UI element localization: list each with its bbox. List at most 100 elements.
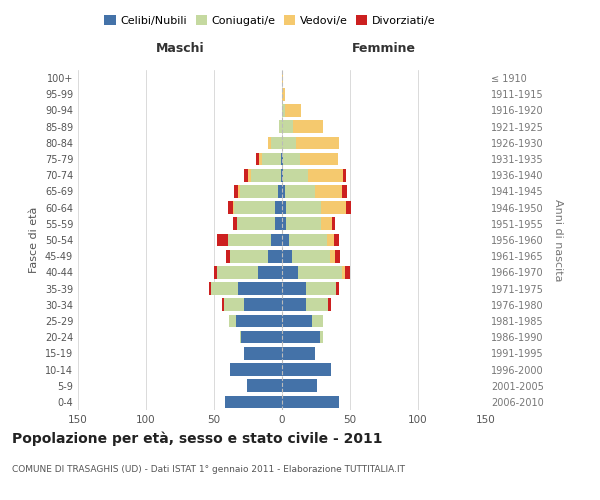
Bar bbox=[229, 314, 236, 328]
Text: Femmine: Femmine bbox=[352, 42, 416, 55]
Bar bbox=[224, 298, 244, 311]
Bar bbox=[285, 185, 314, 198]
Bar bbox=[335, 250, 340, 262]
Bar bbox=[282, 185, 285, 198]
Bar bbox=[233, 218, 237, 230]
Text: COMUNE DI TRASAGHIS (UD) - Dati ISTAT 1° gennaio 2011 - Elaborazione TUTTITALIA.: COMUNE DI TRASAGHIS (UD) - Dati ISTAT 1°… bbox=[12, 466, 405, 474]
Bar bbox=[217, 266, 257, 278]
Bar bbox=[226, 250, 230, 262]
Bar bbox=[233, 202, 235, 214]
Bar bbox=[283, 152, 299, 166]
Bar bbox=[248, 169, 251, 181]
Bar bbox=[293, 120, 323, 133]
Y-axis label: Anni di nascita: Anni di nascita bbox=[553, 198, 563, 281]
Bar bbox=[275, 218, 282, 230]
Bar bbox=[247, 380, 282, 392]
Bar bbox=[230, 363, 282, 376]
Bar bbox=[235, 185, 238, 198]
Bar bbox=[282, 104, 285, 117]
Bar bbox=[282, 396, 339, 408]
Bar bbox=[244, 169, 248, 181]
Bar bbox=[322, 202, 346, 214]
Bar bbox=[283, 169, 308, 181]
Legend: Celibi/Nubili, Coniugati/e, Vedovi/e, Divorziati/e: Celibi/Nubili, Coniugati/e, Vedovi/e, Di… bbox=[100, 10, 440, 30]
Bar bbox=[256, 152, 259, 166]
Bar bbox=[346, 202, 352, 214]
Bar bbox=[257, 266, 282, 278]
Bar bbox=[235, 202, 275, 214]
Bar bbox=[282, 363, 331, 376]
Bar bbox=[286, 218, 322, 230]
Bar bbox=[312, 314, 323, 328]
Bar bbox=[240, 185, 278, 198]
Bar bbox=[237, 218, 275, 230]
Bar bbox=[329, 250, 335, 262]
Bar bbox=[327, 234, 334, 246]
Bar bbox=[271, 136, 282, 149]
Bar bbox=[282, 250, 292, 262]
Bar bbox=[244, 298, 282, 311]
Text: Maschi: Maschi bbox=[155, 42, 205, 55]
Bar bbox=[299, 152, 338, 166]
Bar bbox=[230, 250, 268, 262]
Bar bbox=[251, 169, 281, 181]
Bar bbox=[238, 282, 282, 295]
Bar bbox=[279, 120, 282, 133]
Bar bbox=[241, 331, 282, 344]
Bar bbox=[282, 282, 307, 295]
Bar bbox=[307, 282, 337, 295]
Bar bbox=[307, 298, 328, 311]
Bar bbox=[225, 396, 282, 408]
Bar bbox=[227, 202, 233, 214]
Bar bbox=[298, 266, 342, 278]
Bar bbox=[328, 298, 331, 311]
Bar bbox=[282, 347, 314, 360]
Bar bbox=[282, 202, 286, 214]
Bar bbox=[217, 234, 227, 246]
Bar bbox=[275, 202, 282, 214]
Bar bbox=[337, 282, 339, 295]
Bar bbox=[334, 234, 339, 246]
Bar bbox=[296, 136, 339, 149]
Bar bbox=[268, 250, 282, 262]
Bar bbox=[282, 298, 307, 311]
Bar bbox=[209, 282, 211, 295]
Bar bbox=[244, 347, 282, 360]
Bar bbox=[322, 218, 332, 230]
Bar bbox=[211, 282, 238, 295]
Bar bbox=[282, 218, 286, 230]
Bar bbox=[281, 169, 282, 181]
Bar bbox=[282, 380, 317, 392]
Bar bbox=[320, 331, 323, 344]
Bar bbox=[344, 266, 350, 278]
Bar bbox=[282, 152, 283, 166]
Bar bbox=[282, 234, 289, 246]
Bar bbox=[236, 314, 282, 328]
Bar bbox=[282, 266, 298, 278]
Text: Popolazione per età, sesso e stato civile - 2011: Popolazione per età, sesso e stato civil… bbox=[12, 431, 383, 446]
Bar bbox=[282, 314, 312, 328]
Bar bbox=[240, 331, 241, 344]
Bar bbox=[308, 169, 343, 181]
Bar bbox=[262, 152, 281, 166]
Y-axis label: Fasce di età: Fasce di età bbox=[29, 207, 39, 273]
Bar bbox=[282, 136, 296, 149]
Bar bbox=[292, 250, 329, 262]
Bar bbox=[214, 266, 217, 278]
Bar bbox=[342, 185, 347, 198]
Bar bbox=[282, 72, 283, 85]
Bar bbox=[282, 88, 285, 101]
Bar bbox=[314, 185, 342, 198]
Bar bbox=[342, 266, 344, 278]
Bar bbox=[227, 234, 271, 246]
Bar bbox=[343, 169, 346, 181]
Bar bbox=[289, 234, 327, 246]
Bar bbox=[332, 218, 335, 230]
Bar bbox=[285, 104, 301, 117]
Bar bbox=[271, 234, 282, 246]
Bar bbox=[282, 331, 320, 344]
Bar bbox=[282, 120, 293, 133]
Bar bbox=[286, 202, 322, 214]
Bar bbox=[222, 298, 224, 311]
Bar bbox=[278, 185, 282, 198]
